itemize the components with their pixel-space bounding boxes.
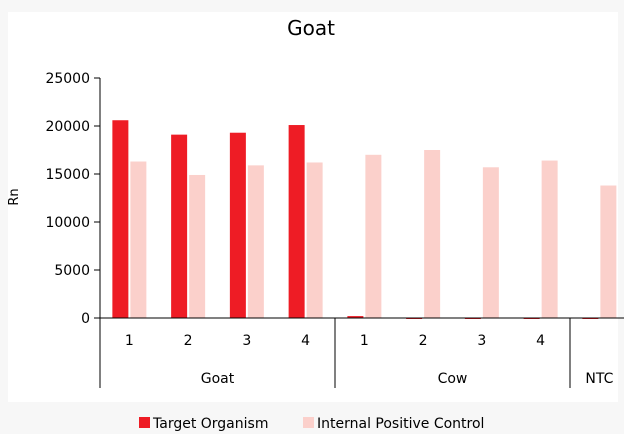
bar-target-organism (112, 120, 129, 319)
legend: Target Organism Internal Positive Control (139, 416, 484, 432)
bar-target-organism (288, 125, 305, 318)
bar-internal-positive-control (247, 165, 264, 318)
bar-target-organism (347, 316, 364, 318)
y-tick-label: 20000 (45, 119, 90, 135)
legend-label: Target Organism (152, 416, 268, 432)
x-tick-label: 1 (360, 333, 369, 349)
y-axis-label: Rn (7, 188, 22, 205)
x-group-label: Goat (201, 371, 235, 387)
legend-label: Internal Positive Control (317, 416, 484, 432)
y-tick-label: 5000 (54, 263, 90, 279)
x-tick-label: 2 (184, 333, 193, 349)
bar-internal-positive-control (306, 162, 323, 318)
bar-internal-positive-control (600, 185, 617, 318)
y-tick-label: 15000 (45, 167, 90, 183)
bar-target-organism (171, 134, 188, 318)
x-tick-label: 3 (477, 333, 486, 349)
bar-internal-positive-control (482, 167, 499, 318)
x-group-label: NTC (585, 371, 613, 387)
x-tick-label: 3 (242, 333, 251, 349)
x-tick-label: 1 (125, 333, 134, 349)
bar-internal-positive-control (424, 150, 441, 318)
y-tick-label: 25000 (45, 71, 90, 87)
x-group-label: Cow (438, 371, 468, 387)
y-tick-label: 10000 (45, 215, 90, 231)
y-tick-label: 0 (81, 311, 90, 327)
legend-swatch (303, 417, 314, 428)
bar-internal-positive-control (130, 161, 147, 318)
legend-swatch (139, 417, 150, 428)
bar-internal-positive-control (189, 174, 206, 318)
bar-internal-positive-control (541, 160, 558, 318)
bar-target-organism (229, 132, 246, 318)
x-tick-label: 4 (536, 333, 545, 349)
x-tick-label: 2 (419, 333, 428, 349)
x-tick-label: 4 (301, 333, 310, 349)
bar-internal-positive-control (365, 154, 382, 318)
chart-title: Goat (287, 16, 335, 40)
plot-area: 0 5000 10000 15000 20000 25000 1 2 3 4 1 2 3 4 Goat Cow… (45, 71, 624, 388)
